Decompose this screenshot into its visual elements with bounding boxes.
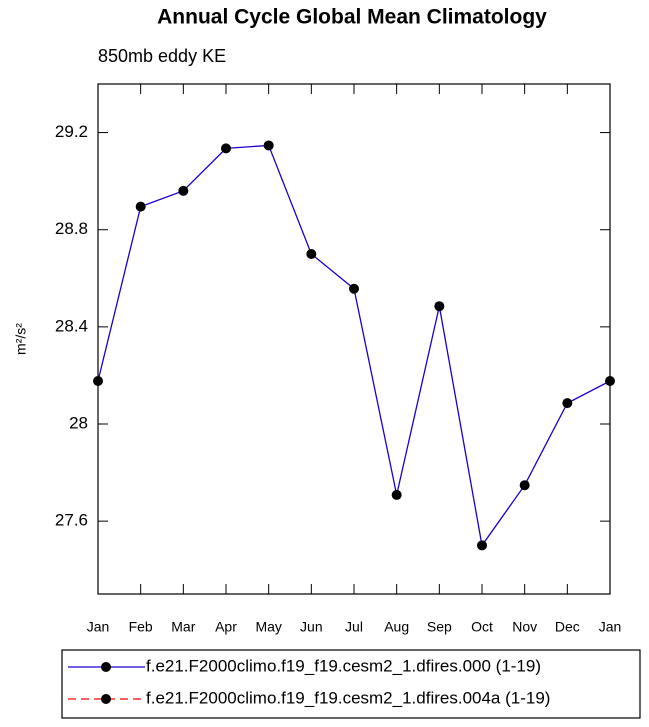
y-tick-label: 28.4: [55, 316, 88, 335]
chart-title: Annual Cycle Global Mean Climatology: [157, 6, 547, 29]
data-point: [434, 301, 445, 312]
data-point: [306, 249, 317, 259]
x-tick-label: Feb: [129, 619, 153, 635]
data-point: [93, 376, 103, 387]
legend-box: [61, 649, 641, 719]
x-tick-label: Jun: [300, 619, 323, 635]
x-tick-label: May: [255, 619, 281, 635]
x-tick-label: Dec: [555, 619, 580, 635]
x-tick-label: Nov: [512, 619, 537, 635]
data-point: [605, 376, 615, 387]
plot-frame: [97, 83, 611, 595]
data-point: [519, 480, 530, 491]
chart-subtitle: 850mb eddy KE: [98, 46, 226, 66]
legend-label: f.e21.F2000climo.f19_f19.cesm2_1.dfires.…: [146, 688, 550, 707]
data-point: [562, 398, 573, 409]
legend-marker: [101, 662, 111, 672]
x-tick-label: Jul: [345, 619, 363, 635]
data-point: [391, 489, 402, 500]
x-tick-label: Aug: [384, 619, 409, 635]
y-tick-label: 28: [69, 413, 88, 432]
x-tick-label: Oct: [471, 619, 493, 635]
y-tick-label: 27.6: [55, 511, 88, 530]
legend-label: f.e21.F2000climo.f19_f19.cesm2_1.dfires.…: [146, 656, 541, 675]
y-axis-label: m²/s²: [13, 323, 29, 355]
data-point: [135, 201, 146, 212]
y-tick-label: 28.8: [55, 219, 88, 238]
data-point: [263, 140, 274, 151]
x-tick-label: Apr: [215, 619, 237, 635]
data-point: [477, 540, 487, 551]
x-tick-label: Jan: [599, 619, 622, 635]
legend-marker: [101, 694, 111, 704]
x-tick-label: Mar: [171, 619, 195, 635]
data-point: [349, 283, 359, 294]
y-tick-label: 29.2: [55, 122, 88, 141]
series-line: [97, 144, 611, 548]
data-point: [178, 185, 189, 196]
x-tick-label: Sep: [427, 619, 452, 635]
x-tick-label: Jan: [87, 619, 110, 635]
data-point: [221, 143, 231, 154]
